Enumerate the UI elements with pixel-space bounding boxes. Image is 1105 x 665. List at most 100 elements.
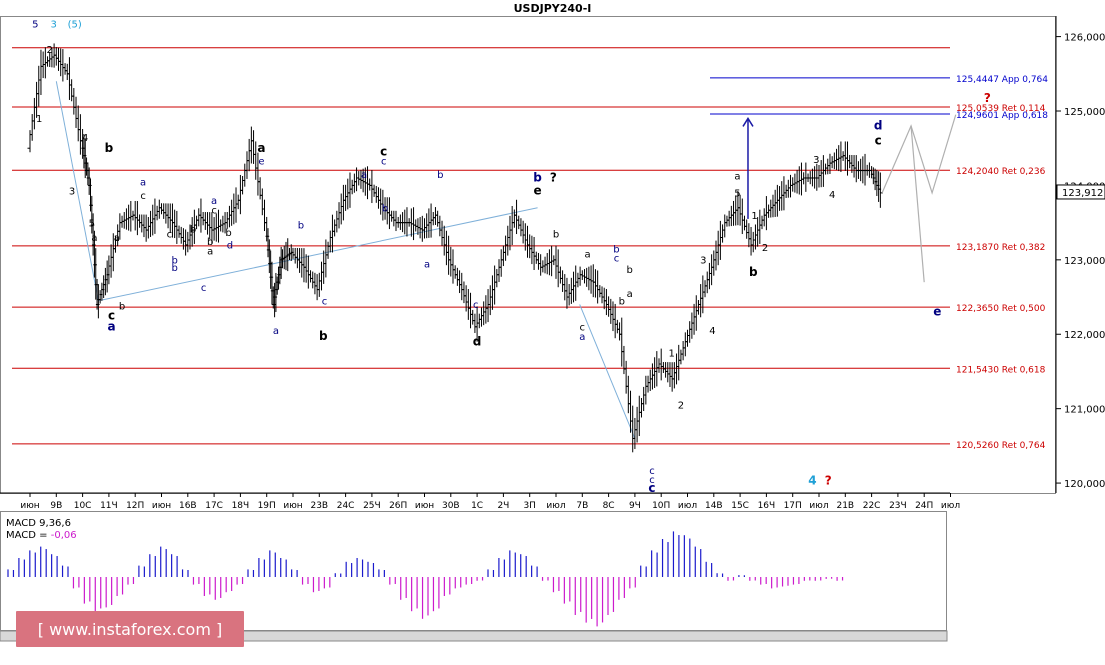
level-label: 124,2040 Ret 0,236 xyxy=(956,167,1046,177)
time-tick-label: 7В xyxy=(576,501,588,511)
wave-label: a xyxy=(627,289,633,300)
wave-label: e xyxy=(933,305,941,319)
time-tick-label: 10С xyxy=(74,501,92,511)
wave-label: b xyxy=(298,221,304,232)
time-tick-label: июл xyxy=(809,501,828,511)
wave-label: b xyxy=(533,171,542,185)
level-label: 125,4447 App 0,764 xyxy=(956,75,1048,85)
time-tick-label: 24С xyxy=(337,501,355,511)
time-tick-label: июн xyxy=(283,501,302,511)
target-arrow-head xyxy=(742,117,754,127)
time-tick-label: 21В xyxy=(836,501,854,511)
wave-label: c xyxy=(167,230,173,241)
level-label: 120,5260 Ret 0,764 xyxy=(956,441,1046,451)
wave-label: e xyxy=(534,183,542,197)
price-tick-label: 121,000 xyxy=(1064,405,1105,416)
time-tick-label: июл xyxy=(678,501,697,511)
wave-label: c xyxy=(649,466,655,477)
time-tick-label: 9Ч xyxy=(629,501,641,511)
wave-label: c xyxy=(648,481,655,495)
wave-label: c xyxy=(649,475,655,486)
time-tick-label: 17С xyxy=(205,501,223,511)
time-tick-label: 15С xyxy=(731,501,749,511)
wave-label: b xyxy=(105,141,114,155)
price-tick-label: 123,000 xyxy=(1064,256,1105,267)
wave-label: b xyxy=(190,224,196,235)
wave-label: 2 xyxy=(678,401,684,412)
wave-label: b xyxy=(749,265,758,279)
time-tick-label: 19П xyxy=(258,501,276,511)
wave-label: ? xyxy=(825,474,832,488)
level-label: 121,5430 Ret 0,618 xyxy=(956,365,1046,375)
projection-path xyxy=(881,114,957,195)
wave-label: c xyxy=(201,283,207,294)
wave-label: a xyxy=(107,320,115,334)
time-tick-label: 16Ч xyxy=(758,501,776,511)
wave-label: 4 xyxy=(829,190,835,201)
wave-label: 4 xyxy=(709,326,715,337)
wave-label: c xyxy=(580,323,586,334)
wave-label: 4 xyxy=(82,133,88,144)
wave-label: b xyxy=(119,302,125,313)
wave-label: b xyxy=(225,228,231,239)
time-tick-label: 11Ч xyxy=(100,501,118,511)
wave-label: 5 xyxy=(32,20,38,31)
wave-label: c xyxy=(473,300,479,311)
wave-label: c xyxy=(140,191,146,202)
wave-label: a xyxy=(584,250,590,261)
wave-label: a xyxy=(207,247,213,258)
time-tick-label: июл xyxy=(546,501,565,511)
time-tick-label: 3П xyxy=(523,501,536,511)
price-tick-label: 126,000 xyxy=(1064,33,1105,44)
time-tick-label: 24П xyxy=(915,501,933,511)
wave-label: ? xyxy=(550,171,557,185)
wave-label: a xyxy=(91,233,97,244)
wave-label: 1 xyxy=(751,211,757,222)
time-tick-label: 17П xyxy=(784,501,802,511)
wave-label: d xyxy=(473,334,482,348)
wave-label: b xyxy=(619,296,625,307)
level-label: 124,9601 App 0,618 xyxy=(956,111,1048,121)
time-tick-label: 10П xyxy=(652,501,670,511)
time-tick-label: 23Ч xyxy=(889,501,907,511)
wave-label: c xyxy=(614,253,620,264)
wave-label: (5) xyxy=(68,20,82,31)
wave-label: 5 xyxy=(734,189,740,200)
time-tick-label: июн xyxy=(152,501,171,511)
wave-label: 3 xyxy=(813,155,819,166)
wave-label: a xyxy=(273,326,279,337)
wave-label: b xyxy=(171,263,177,274)
time-tick-label: 2Ч xyxy=(497,501,509,511)
chart-title: USDJPY240-I xyxy=(513,2,592,15)
wave-label: b xyxy=(553,230,559,241)
current-price-label: 123,912 xyxy=(1062,188,1103,199)
time-tick-label: 18Ч xyxy=(232,501,250,511)
time-tick-label: 8С xyxy=(603,501,615,511)
time-tick-label: 25Ч xyxy=(363,501,381,511)
level-label: 122,3650 Ret 0,500 xyxy=(956,304,1046,314)
current-price-box xyxy=(1056,184,1105,200)
wave-label: a xyxy=(424,259,430,270)
wave-label: a xyxy=(257,141,265,155)
watermark-text: [ www.instaforex.com ] xyxy=(38,620,222,639)
price-tick-label: 125,000 xyxy=(1064,107,1105,118)
wave-label: b xyxy=(437,170,443,181)
time-tick-label: 1С xyxy=(471,501,483,511)
wave-label: c xyxy=(380,145,387,159)
level-label: 125,0539 Ret 0,114 xyxy=(956,104,1046,114)
bottom-strip xyxy=(0,630,948,642)
trend-line xyxy=(579,304,636,439)
wave-label: c xyxy=(108,308,115,322)
wave-label: d xyxy=(874,119,883,133)
wave-label: c xyxy=(875,133,882,147)
time-tick-label: июл xyxy=(941,501,960,511)
time-tick-label: 9В xyxy=(50,501,62,511)
time-tick-label: 22С xyxy=(863,501,881,511)
projection-branch xyxy=(910,125,925,283)
wave-label: 4 xyxy=(808,474,816,488)
wave-label: 2 xyxy=(47,45,53,56)
wave-label: c xyxy=(322,296,328,307)
wave-label: c xyxy=(211,206,217,217)
